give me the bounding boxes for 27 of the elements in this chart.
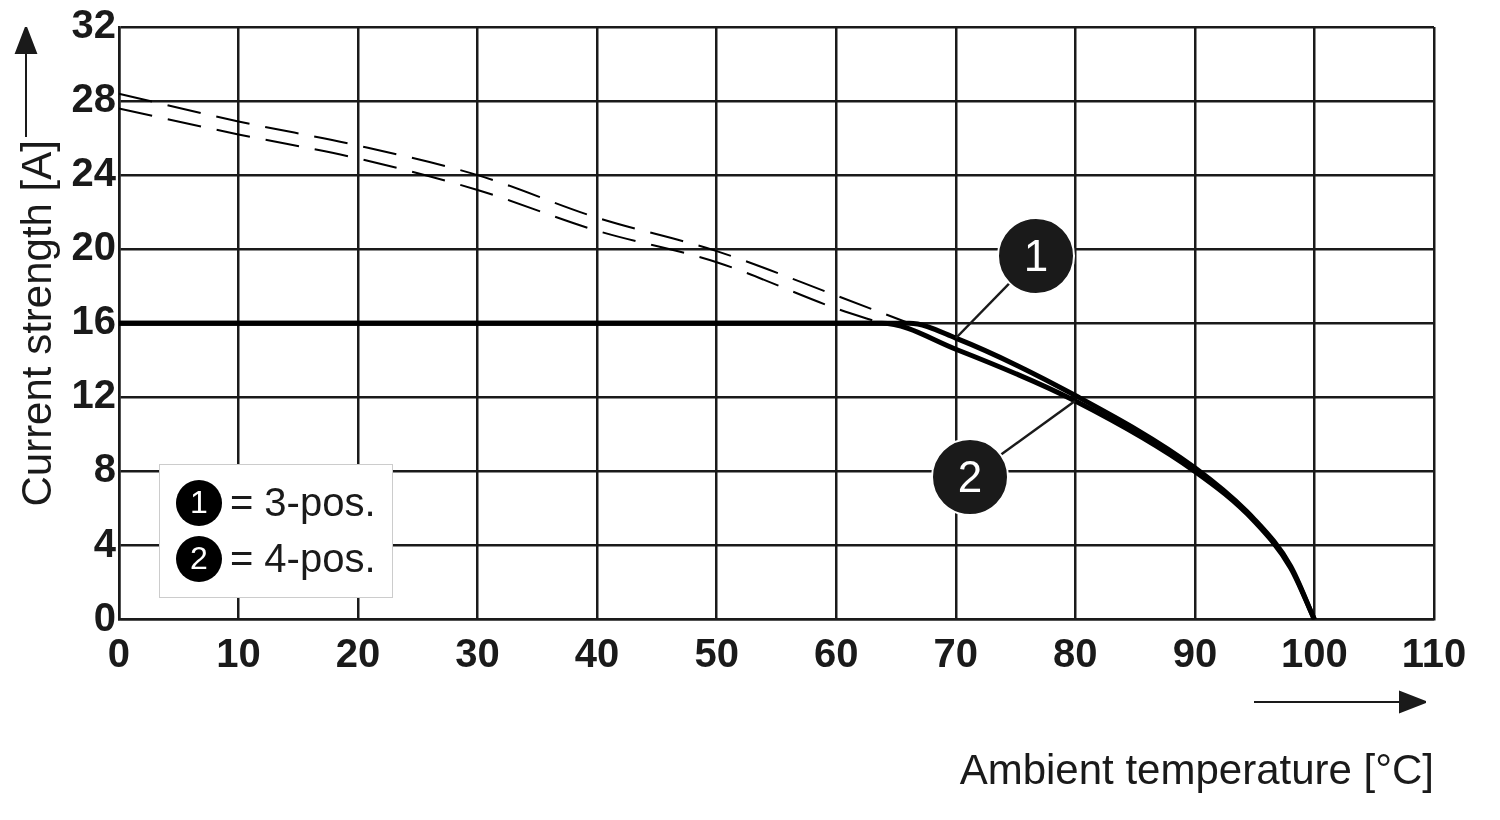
- legend-label: 2: [175, 535, 222, 582]
- y-tick-label: 4: [93, 520, 117, 565]
- x-tick-label: 90: [1172, 630, 1218, 675]
- x-tick-label: 10: [216, 630, 261, 675]
- x-tick-label: 100: [1281, 630, 1348, 675]
- y-axis-title: Current strength [A]: [12, 140, 60, 507]
- x-tick-label: 30: [455, 630, 500, 675]
- x-tick-label: 110: [1401, 630, 1467, 675]
- y-tick-label: 28: [71, 76, 116, 121]
- x-tick-label: 40: [574, 630, 620, 675]
- x-tick-label: 50: [694, 630, 739, 675]
- x-tick-label: 70: [933, 630, 979, 675]
- y-tick-label: 24: [71, 150, 117, 195]
- y-tick-label: 0: [93, 594, 116, 639]
- annotation: = 4-pos.: [229, 536, 376, 582]
- x-axis-title: Ambient temperature [°C]: [959, 746, 1434, 794]
- x-tick-label: 60: [813, 630, 859, 675]
- y-tick-label: 32: [71, 2, 116, 47]
- y-tick-label: 8: [93, 446, 116, 491]
- y-tick-label: 12: [71, 372, 116, 417]
- y-tick-label: 20: [71, 224, 116, 269]
- x-tick-label: 20: [335, 630, 381, 675]
- annotation: = 3-pos.: [229, 480, 376, 526]
- series-label: 1: [1023, 231, 1049, 281]
- y-tick-label: 16: [71, 298, 116, 343]
- x-tick-label: 80: [1053, 630, 1098, 675]
- text: 1: [189, 484, 208, 521]
